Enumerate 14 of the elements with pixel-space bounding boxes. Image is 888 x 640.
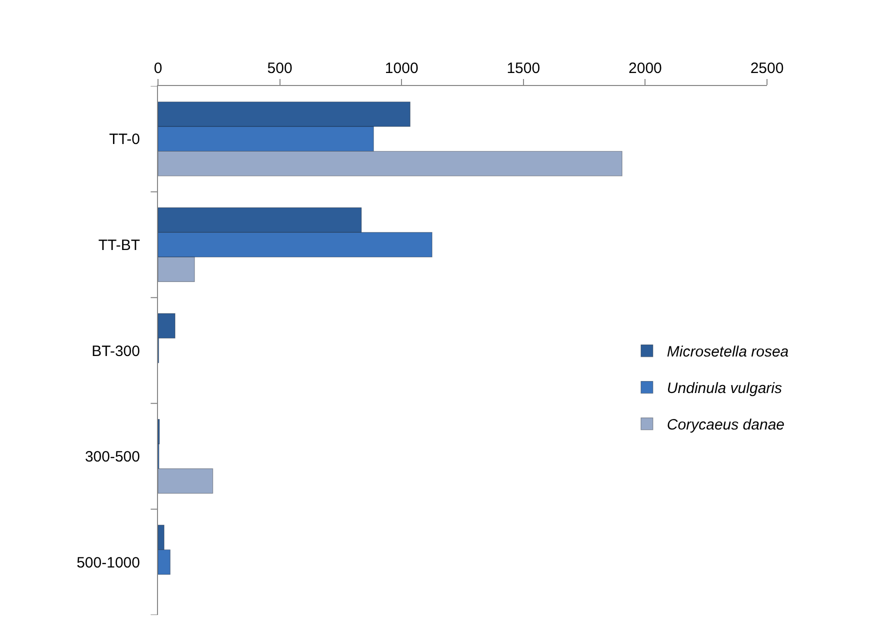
y-tick-label: 500-1000 bbox=[76, 554, 140, 572]
x-tick-label: 2500 bbox=[750, 60, 784, 77]
x-tick-label: 0 bbox=[154, 60, 162, 77]
x-tick-label: 1000 bbox=[384, 60, 418, 77]
x-tick-label: 2000 bbox=[628, 60, 662, 77]
x-tick-label: 500 bbox=[267, 60, 292, 77]
legend-label: Undinula vulgaris bbox=[666, 380, 782, 398]
legend-label: Corycaeus danae bbox=[666, 416, 785, 434]
x-tick-label: 1500 bbox=[506, 60, 540, 77]
y-tick-label: TT-0 bbox=[109, 131, 140, 148]
y-tick-label: 300-500 bbox=[84, 448, 140, 466]
y-tick-label: BT-300 bbox=[92, 342, 140, 360]
y-tick-label: TT-BT bbox=[98, 236, 140, 254]
legend-label: Microsetella rosea bbox=[666, 344, 789, 361]
